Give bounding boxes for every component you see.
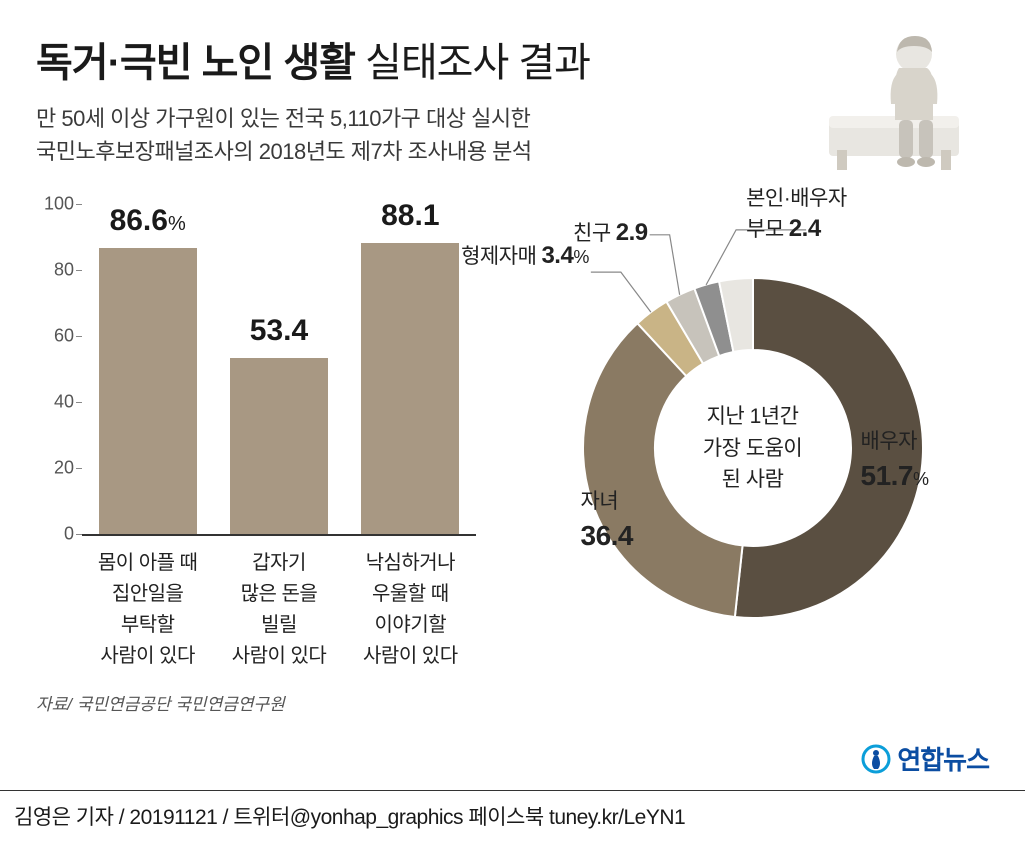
donut-label: 본인·배우자부모 2.4 [746,185,847,246]
bar-group: 88.1 [345,204,475,534]
bar: 88.1 [361,243,459,534]
footer-divider [0,790,1025,791]
bar-value: 86.6% [99,204,197,238]
subtitle-line1: 만 50세 이상 가구원이 있는 전국 5,110가구 대상 실시한 [36,106,530,131]
y-tick: 60 [54,326,74,347]
bar-chart: 020406080100 86.6%53.488.1 몸이 아플 때 집안일을 … [36,204,476,674]
x-label: 갑자기 많은 돈을 빌릴 사람이 있다 [214,548,344,672]
brand-name: 연합뉴스 [897,740,989,777]
title-rest: 실태조사 결과 [355,41,590,85]
donut-label: 자녀36.4 [581,488,634,554]
gridline [82,534,476,536]
brand-icon [861,744,891,774]
bar: 86.6% [99,248,197,534]
donut-label: 형제자매 3.4% [461,240,589,272]
y-tick: 40 [54,392,74,413]
title-block: 독거·극빈 노인 생활 실태조사 결과 만 50세 이상 가구원이 있는 전국 … [36,30,819,168]
title-bold: 독거·극빈 노인 생활 [36,41,355,85]
y-tick: 0 [64,524,74,545]
y-tick-mark [76,534,82,535]
brand-logo: 연합뉴스 [861,740,989,777]
donut-chart: 지난 1년간 가장 도움이 된 사람 배우자51.7%자녀36.4형제자매 3.… [516,204,989,674]
x-label: 낙심하거나 우울할 때 이야기할 사람이 있다 [345,548,475,672]
x-label: 몸이 아플 때 집안일을 부탁할 사람이 있다 [83,548,213,672]
bar: 53.4 [230,358,328,534]
y-tick: 20 [54,458,74,479]
bar-group: 53.4 [214,204,344,534]
credits: 김영은 기자 / 20191121 / 트위터@yonhap_graphics … [14,801,685,831]
y-tick: 100 [44,194,74,215]
bar-value: 53.4 [230,314,328,348]
leader-line [650,235,680,295]
donut-label: 친구 2.9 [573,217,648,249]
leader-line [591,272,651,312]
page-title: 독거·극빈 노인 생활 실태조사 결과 [36,30,819,88]
y-tick: 80 [54,260,74,281]
bar-value: 88.1 [361,199,459,233]
elderly-illustration [819,24,989,174]
donut-label: 배우자51.7% [861,428,929,494]
source-text: 자료/ 국민연금공단 국민연금연구원 [36,690,989,715]
bar-group: 86.6% [83,204,213,534]
subtitle-line2: 국민노후보장패널조사의 2018년도 제7차 조사내용 분석 [36,139,532,164]
subtitle: 만 50세 이상 가구원이 있는 전국 5,110가구 대상 실시한 국민노후보… [36,102,819,168]
